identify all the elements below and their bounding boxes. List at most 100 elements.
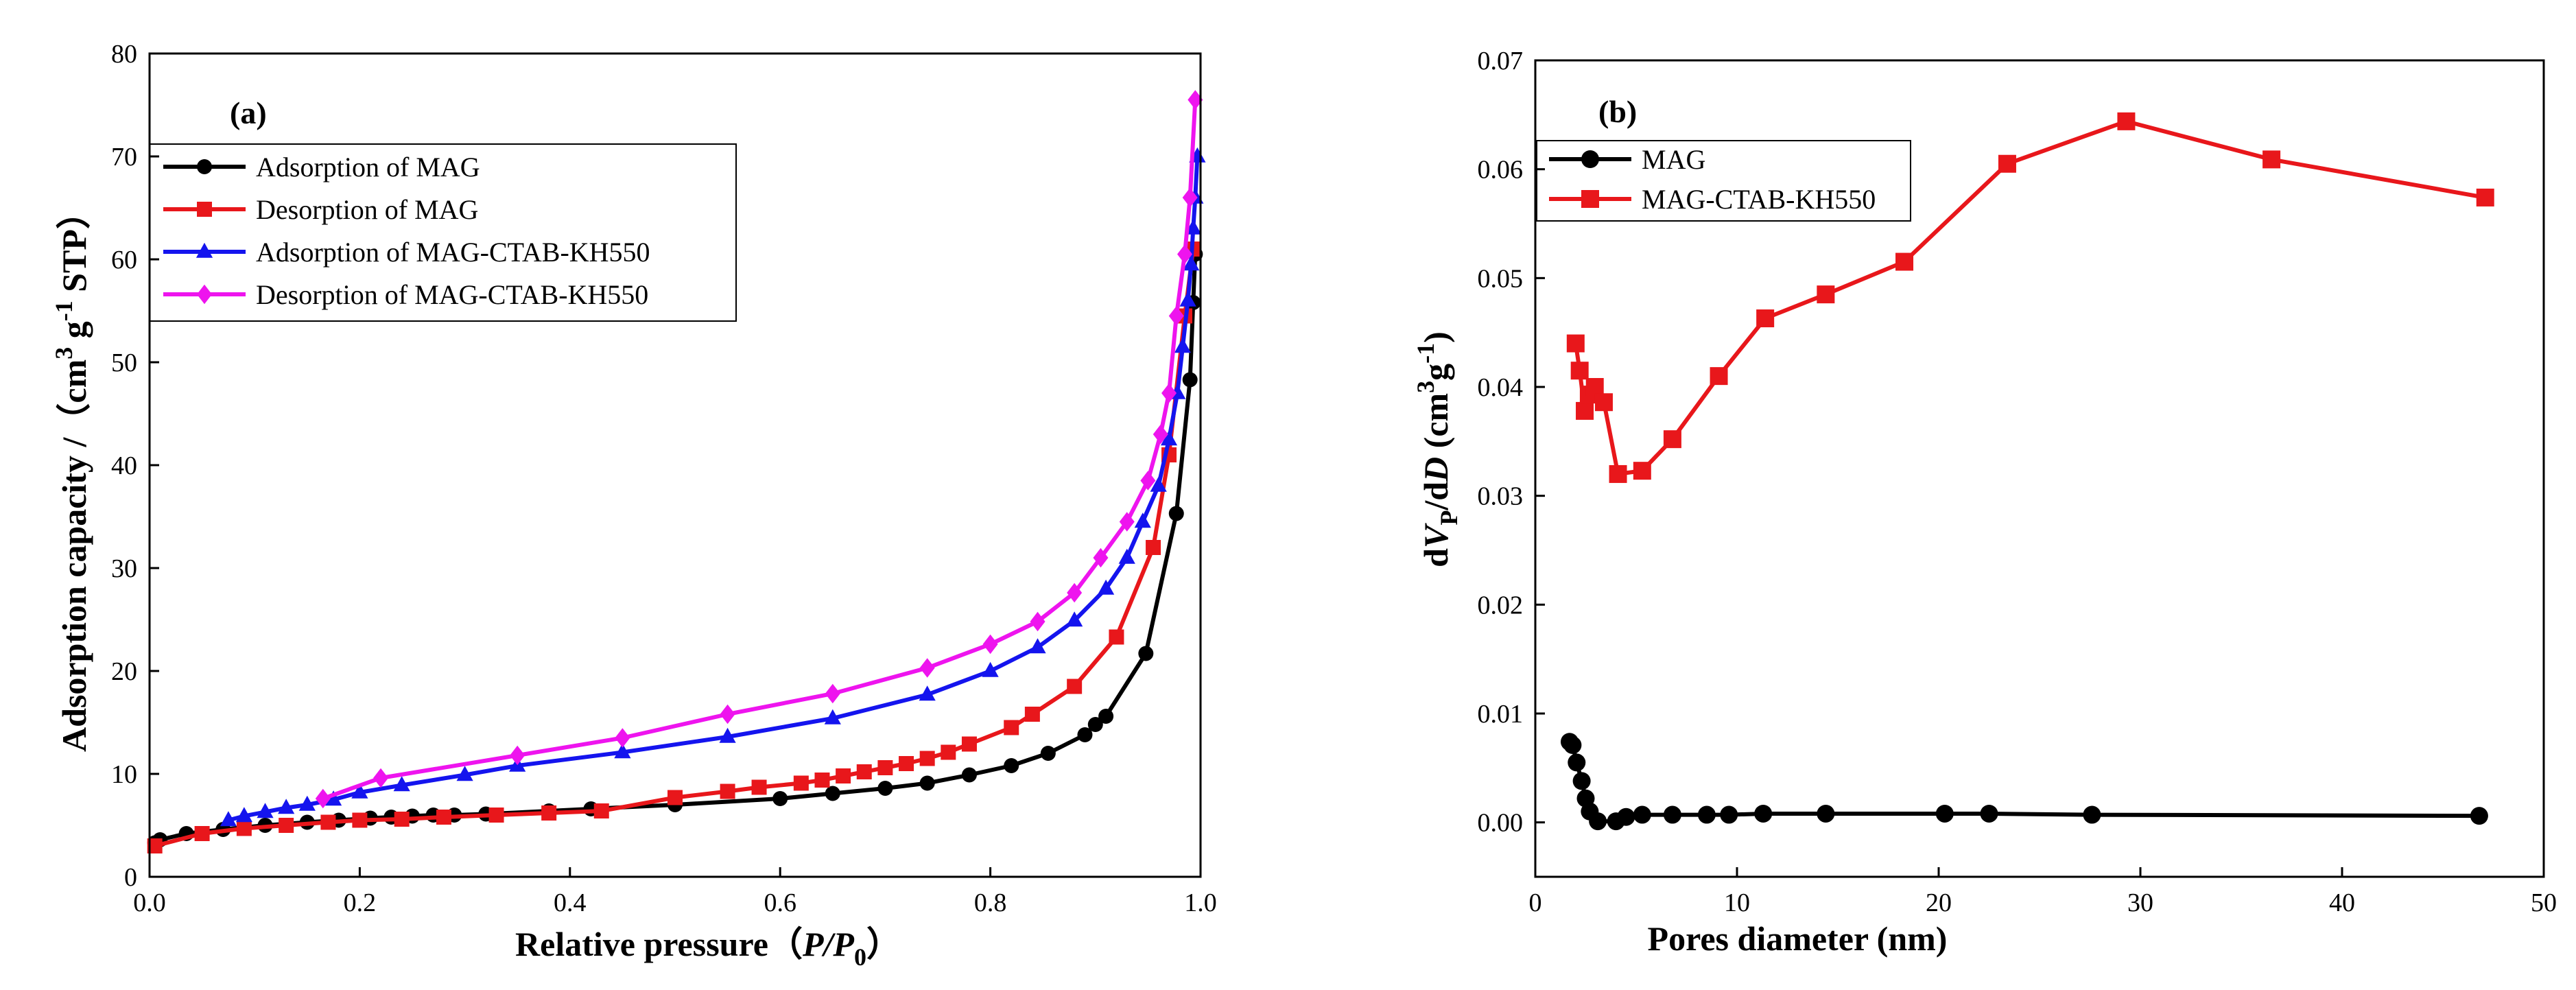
panel-a-y-tick-label: 80 <box>111 40 137 69</box>
panel-a-data-point <box>825 786 840 801</box>
panel-a-data-point <box>298 795 316 811</box>
panel-b-data-point <box>1754 804 1773 823</box>
panel-a-data-point <box>320 814 336 830</box>
panel-b-y-ticks: 0.00 0.01 0.02 0.03 0.04 0.05 0.06 0.07 <box>1478 47 1545 838</box>
panel-a-legend-marker <box>197 284 212 305</box>
panel-a-legend-marker <box>197 202 212 217</box>
panel-b-data-point <box>1617 808 1635 826</box>
panel-a-legend-box <box>149 143 737 322</box>
panel-b-x-tick-label: 20 <box>1926 888 1952 917</box>
panel-a-data-point <box>1161 383 1177 403</box>
panel-a-legend: Adsorption of MAG Desorption of MAG Adsorp… <box>149 143 737 322</box>
panel-b-y-tick-label: 0.07 <box>1478 47 1524 75</box>
panel-a-plot-area <box>147 90 1206 853</box>
panel-b-legend-marker <box>1581 150 1599 168</box>
panel-a-data-point <box>982 634 998 655</box>
panel-a-data-point <box>235 807 252 823</box>
panel-a-data-point <box>1077 727 1093 742</box>
panel-a-data-point <box>236 821 252 836</box>
panel-a-data-point <box>1177 244 1193 264</box>
panel-b-data-point <box>1697 805 1716 824</box>
panel-b-legend-marker <box>1581 190 1599 208</box>
panel-a-data-point <box>1174 338 1192 353</box>
panel-b-x-ticks: 0 10 20 30 40 50 <box>1529 867 2557 917</box>
panel-b-data-point <box>2476 188 2494 207</box>
panel-a-data-point <box>393 776 410 792</box>
panel-b-data-point <box>1817 285 1835 304</box>
panel-a-data-point <box>1004 720 1019 735</box>
panel-b-y-tick-label: 0.06 <box>1478 156 1524 185</box>
panel-a-y-tick-label: 60 <box>111 246 137 274</box>
panel-a-x-axis-label: Relative pressure（P/P0） <box>515 925 901 971</box>
panel-a-data-point <box>1024 707 1040 722</box>
panel-a-data-point <box>510 745 525 766</box>
panel-a-data-point <box>877 760 893 775</box>
panel-a-y-tick-label: 30 <box>111 554 137 583</box>
panel-a-legend-label: Desorption of MAG <box>256 194 478 225</box>
panel-b-data-point <box>2117 112 2136 130</box>
panel-a-data-point <box>257 803 274 818</box>
panel-a-data-point <box>279 818 294 833</box>
panel-a-data-point <box>325 790 342 806</box>
panel-b-data-point <box>1563 736 1582 755</box>
panel-a-data-point <box>982 661 999 677</box>
panel-b-legend-label: MAG <box>1642 144 1705 175</box>
panel-b-data-point <box>2262 150 2281 169</box>
panel-b-data-point <box>1710 367 1728 386</box>
panel-b-data-point <box>1609 464 1627 483</box>
panel-b-legend-item: MAG <box>1549 144 1705 175</box>
panel-a-series-1-line <box>154 254 1198 845</box>
panel-b-data-point <box>2083 805 2101 824</box>
panel-b-x-axis-label: Pores diameter (nm) <box>1648 919 1948 958</box>
panel-a-data-point <box>1029 638 1046 654</box>
panel-b-data-point <box>1633 462 1651 480</box>
panel-a-data-point <box>1182 187 1198 208</box>
panel-b-x-tick-label: 40 <box>2329 888 2355 917</box>
panel-a-data-point <box>836 768 851 783</box>
panel-a-data-point <box>456 766 473 781</box>
panel-a-data-point <box>919 685 936 701</box>
panel-b-data-point <box>1576 401 1594 420</box>
panel-a-x-tick-label: 0.2 <box>344 888 377 917</box>
panel-a-data-point <box>899 756 914 771</box>
panel-a-data-point <box>1185 219 1202 235</box>
panel-a-data-point <box>1179 291 1196 307</box>
panel-a-x-tick-label: 0.8 <box>974 888 1007 917</box>
panel-a-data-point <box>1040 746 1056 761</box>
panel-a-series-1 <box>147 246 1203 851</box>
panel-b-y-tick-label: 0.04 <box>1478 373 1524 402</box>
panel-b-data-point <box>1572 772 1591 790</box>
panel-a-label: (a) <box>230 95 267 130</box>
panel-a-data-point <box>814 773 830 788</box>
panel-a-data-point <box>856 764 872 779</box>
panel-a-data-point <box>1140 471 1156 491</box>
panel-b-data-point <box>1594 393 1613 412</box>
panel-a-x-tick-label: 0.6 <box>764 888 796 917</box>
panel-a-data-point <box>1150 476 1167 492</box>
panel-a-legend-item: Desorption of MAG <box>163 194 478 225</box>
panel-a-legend-label: Desorption of MAG-CTAB-KH550 <box>256 279 648 310</box>
panel-b-x-tick-label: 0 <box>1529 888 1542 917</box>
panel-b-data-point <box>1633 805 1651 824</box>
panel-a-series-4 <box>315 90 1203 809</box>
panel-a-data-point <box>1153 424 1168 445</box>
panel-a-data-point <box>919 658 935 678</box>
panel-a-legend-label: Adsorption of MAG-CTAB-KH550 <box>256 237 650 268</box>
panel-a-data-point <box>877 781 893 796</box>
panel-b-y-tick-label: 0.02 <box>1478 591 1524 620</box>
panel-a-y-ticks: 0 10 20 30 40 50 60 70 80 <box>111 40 159 892</box>
panel-a-data-point <box>793 775 809 791</box>
panel-a-legend-label: Adsorption of MAG <box>256 152 480 182</box>
panel-a-data-point <box>436 810 451 825</box>
panel-b-data-point <box>2470 807 2488 825</box>
panel-a-y-tick-label: 10 <box>111 760 137 789</box>
panel-a-data-point <box>719 727 736 743</box>
panel-a-data-point <box>961 736 977 752</box>
panel-a-data-point <box>1109 629 1124 645</box>
panel-b-legend: MAG MAG-CTAB-KH550 <box>1536 140 1911 222</box>
panel-a-data-point <box>1030 611 1045 632</box>
panel-b-data-point <box>1570 362 1589 380</box>
panel-a-data-point <box>1160 430 1178 446</box>
panel-a-data-point <box>1098 579 1115 595</box>
